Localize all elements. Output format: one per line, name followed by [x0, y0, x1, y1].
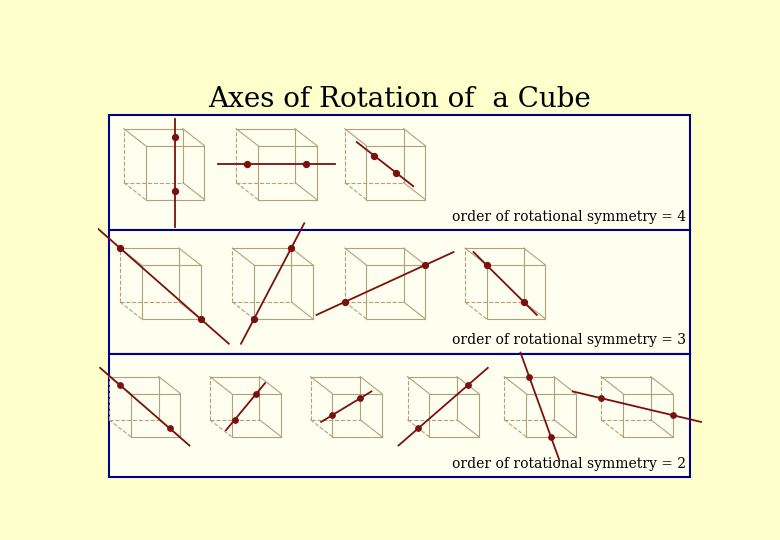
Point [462, 381, 474, 389]
Point [194, 315, 207, 323]
Point [114, 244, 126, 252]
Point [168, 133, 181, 141]
Point [595, 394, 608, 402]
Point [368, 151, 381, 160]
Point [326, 411, 339, 420]
Point [250, 389, 263, 398]
Point [229, 415, 241, 424]
Bar [109, 231, 690, 354]
Point [114, 381, 126, 389]
Point [168, 187, 181, 195]
Point [412, 424, 424, 433]
Point [419, 261, 431, 269]
Text: Axes of Rotation of  a Cube: Axes of Rotation of a Cube [208, 86, 591, 113]
Point [300, 160, 312, 168]
Text: order of rotational symmetry = 2: order of rotational symmetry = 2 [452, 457, 686, 470]
Point [285, 244, 297, 252]
Point [544, 433, 557, 441]
Point [339, 298, 351, 306]
Point [248, 315, 261, 323]
Point [517, 298, 530, 306]
Bar [109, 354, 690, 477]
Text: order of rotational symmetry = 4: order of rotational symmetry = 4 [452, 210, 686, 224]
Point [523, 373, 535, 381]
Bar [109, 115, 690, 231]
Point [241, 160, 254, 168]
Text: order of rotational symmetry = 3: order of rotational symmetry = 3 [452, 333, 686, 347]
Point [480, 261, 493, 269]
Point [666, 411, 679, 420]
Point [390, 168, 402, 177]
Point [163, 424, 176, 433]
Point [354, 394, 367, 402]
